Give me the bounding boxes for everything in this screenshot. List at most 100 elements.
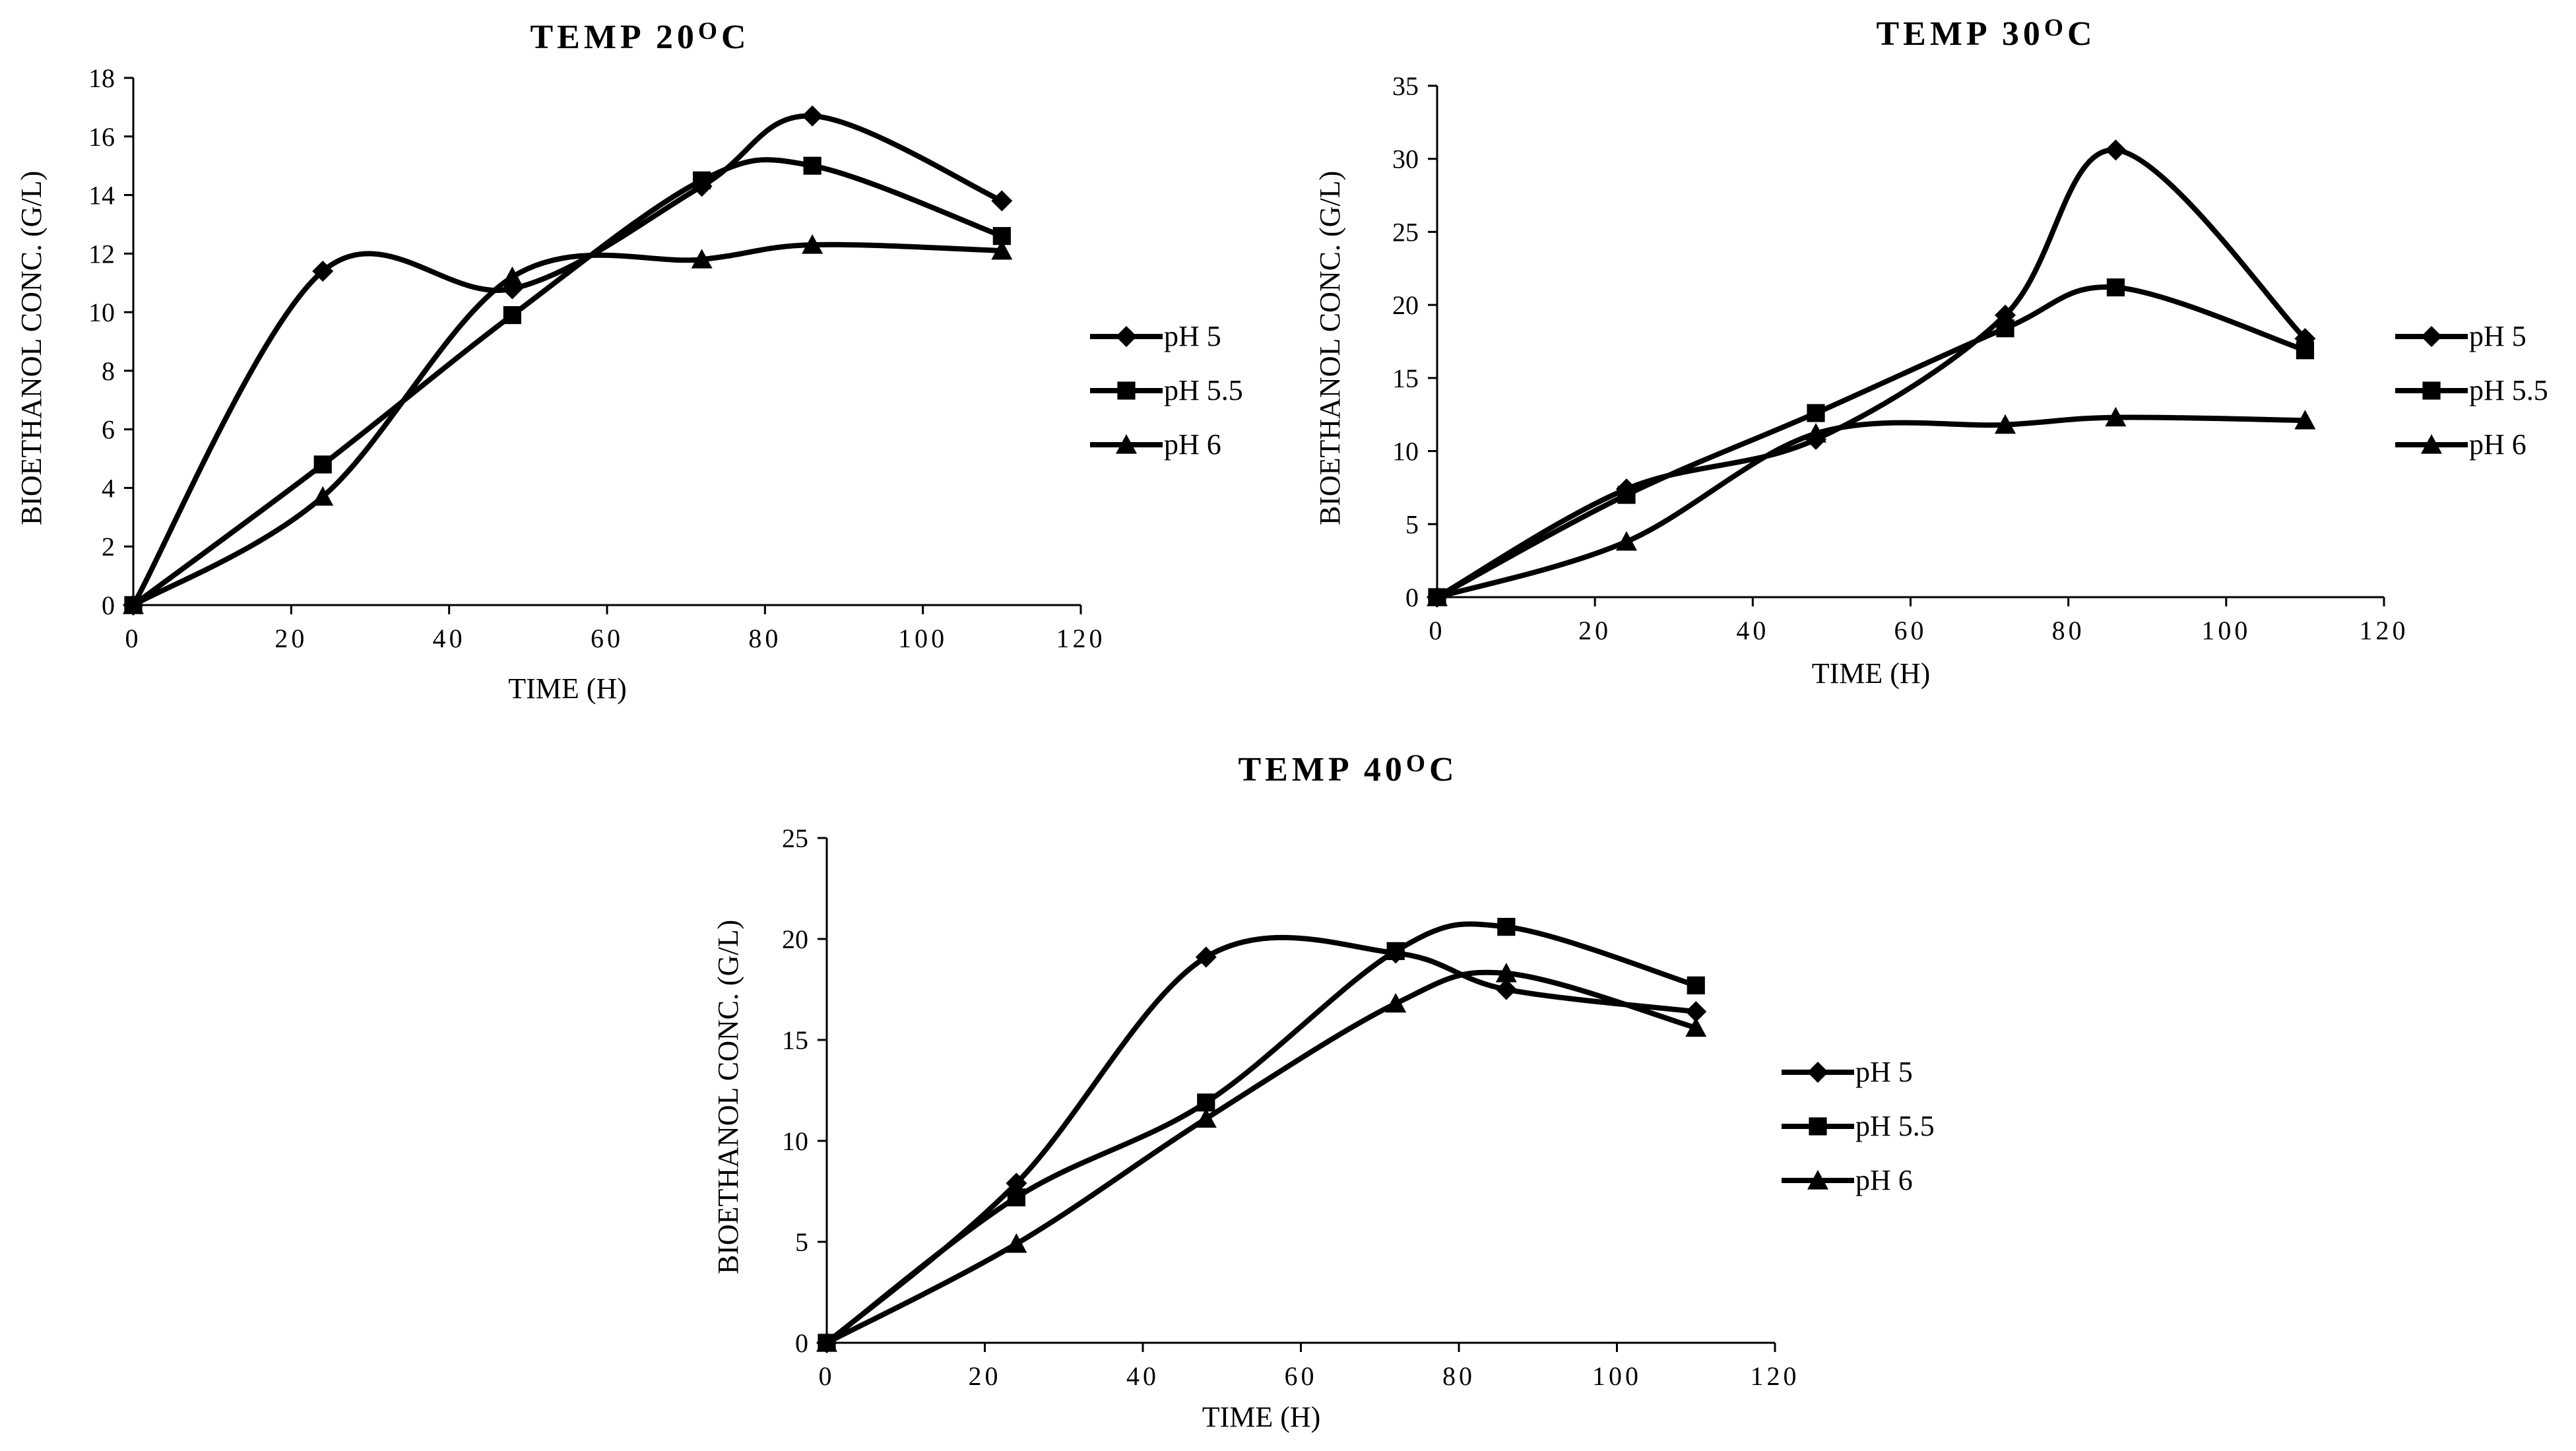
y-tick-label: 5 [795, 1227, 808, 1257]
x-tick-label: 80 [2052, 616, 2085, 645]
data-point-diamond [312, 260, 334, 282]
series-triangle [1427, 406, 2316, 606]
data-point-square [313, 455, 332, 474]
legend-marker-square [2422, 381, 2441, 400]
series-line [131, 242, 1005, 608]
y-tick-label: 25 [1392, 217, 1419, 247]
series-square [124, 156, 1011, 614]
y-axis-label: BIOETHANOL CONC. (G/L) [712, 920, 744, 1274]
y-tick-label: 4 [102, 473, 115, 503]
y-tick-label: 0 [102, 591, 115, 620]
legend-label: pH 5.5 [2469, 374, 2548, 406]
series-line [824, 969, 1699, 1345]
y-axis-label: BIOETHANOL CONC. (G/L) [15, 171, 48, 525]
data-point-square [1007, 1188, 1025, 1207]
series-triangle [123, 234, 1013, 614]
data-point-triangle [1805, 423, 1826, 443]
y-tick-label: 35 [1392, 71, 1419, 101]
data-point-square [1617, 486, 1636, 504]
x-tick-label: 60 [1894, 616, 1927, 645]
x-tick-label: 100 [898, 624, 948, 653]
data-point-triangle [123, 595, 144, 614]
x-tick-label: 40 [1126, 1361, 1159, 1391]
series-triangle [816, 963, 1707, 1352]
y-axis-label: BIOETHANOL CONC. (G/L) [1314, 171, 1346, 525]
legend-label: pH 5 [1164, 320, 1221, 352]
legend-label: pH 5 [2469, 320, 2527, 352]
data-point-diamond [1685, 1001, 1707, 1023]
data-point-diamond [991, 190, 1013, 212]
y-tick-label: 10 [1392, 437, 1419, 467]
x-tick-label: 0 [819, 1361, 835, 1391]
chart-title-unit: C [1429, 751, 1458, 789]
legend-label: pH 5 [1855, 1056, 1913, 1088]
x-tick-label: 120 [1056, 624, 1106, 653]
x-tick-label: 60 [591, 624, 624, 653]
x-tick-label: 80 [1442, 1361, 1475, 1391]
data-point-triangle [691, 249, 713, 269]
series-line [131, 157, 1005, 608]
x-tick-label: 20 [969, 1361, 1002, 1391]
legend-marker-square [1117, 381, 1136, 400]
chart-title: TEMP 20OC [530, 18, 750, 56]
data-point-triangle [1995, 414, 2016, 434]
data-point-square [1386, 942, 1405, 960]
data-point-triangle [802, 234, 823, 254]
chart-title-degree: O [2044, 15, 2067, 42]
chart-title: TEMP 30OC [1876, 15, 2096, 53]
data-point-square [1996, 319, 2014, 338]
legend-label: pH 5.5 [1164, 374, 1243, 406]
y-tick-label: 10 [88, 298, 115, 327]
chart-title-text: TEMP 30 [1876, 15, 2044, 53]
series-line [1434, 147, 2308, 600]
data-point-triangle [501, 266, 523, 286]
data-point-triangle [991, 240, 1013, 260]
data-point-triangle [1685, 1017, 1707, 1037]
series-line [824, 934, 1699, 1345]
legend-marker-triangle [1807, 1170, 1828, 1190]
data-point-square [1807, 404, 1825, 422]
series-line [1434, 414, 2308, 600]
data-point-square [503, 306, 521, 325]
y-tick-label: 5 [1405, 509, 1419, 539]
chart-title-text: TEMP 20 [530, 18, 697, 56]
chart-title: TEMP 40OC [1238, 750, 1458, 789]
legend-marker-diamond [2421, 326, 2442, 347]
legend-label: pH 6 [2469, 428, 2527, 461]
x-tick-label: 100 [2201, 616, 2251, 645]
y-tick-label: 8 [102, 356, 115, 386]
y-tick-label: 25 [782, 823, 808, 853]
data-point-triangle [1427, 587, 1448, 606]
data-point-triangle [1495, 963, 1517, 983]
data-point-square [2296, 341, 2315, 360]
x-tick-label: 0 [125, 624, 142, 653]
chart-title-unit: C [2067, 15, 2096, 53]
x-axis-label: TIME (H) [1202, 1401, 1321, 1433]
legend-label: pH 6 [1164, 428, 1221, 461]
x-tick-label: 20 [1578, 616, 1611, 645]
legend-marker-triangle [2421, 434, 2442, 454]
data-point-square [1497, 918, 1516, 936]
data-point-square [803, 156, 821, 175]
x-axis-label: TIME (H) [508, 672, 627, 705]
x-tick-label: 100 [1592, 1361, 1642, 1391]
data-point-square [1687, 976, 1705, 994]
y-tick-label: 0 [1405, 583, 1419, 612]
data-point-diamond [1495, 979, 1517, 1000]
y-tick-label: 2 [102, 532, 115, 562]
data-point-triangle [816, 1332, 837, 1352]
chart-3: TEMP 40OC 0 5 10 15 20 25 0 20 40 60 80 100 120 TIME (… [712, 750, 1935, 1433]
y-tick-label: 16 [88, 122, 115, 152]
series-line [824, 921, 1699, 1345]
data-point-diamond [802, 105, 823, 127]
data-point-triangle [2105, 406, 2127, 427]
chart-title-degree: O [1406, 750, 1429, 777]
chart-title-unit: C [721, 18, 750, 56]
data-point-square [693, 171, 711, 189]
data-point-triangle [312, 486, 334, 506]
y-tick-label: 10 [782, 1126, 808, 1156]
series-line [1434, 284, 2308, 600]
legend-marker-diamond [1807, 1062, 1828, 1083]
y-tick-label: 18 [88, 63, 115, 93]
